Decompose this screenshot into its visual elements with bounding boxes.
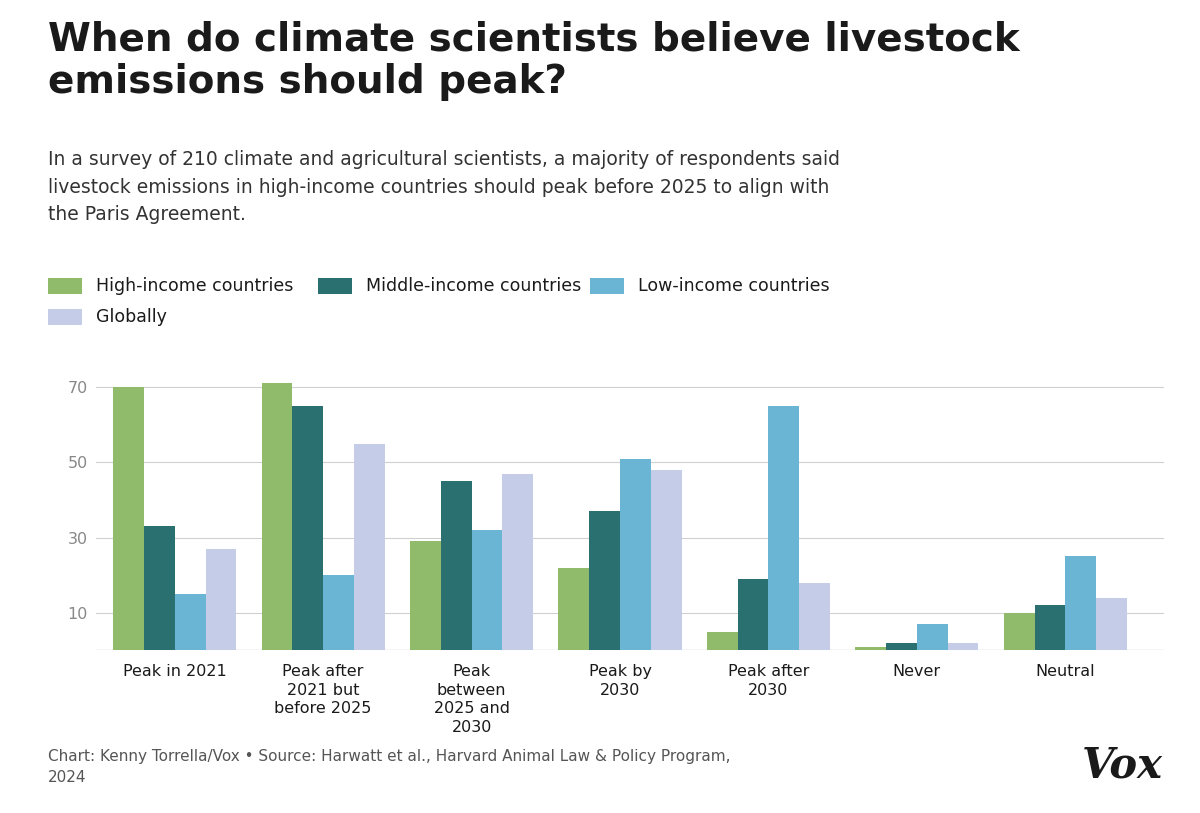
Bar (768, 406, 799, 650)
Bar (917, 624, 948, 650)
Text: Vox: Vox (1081, 745, 1163, 787)
Text: High-income countries: High-income countries (96, 277, 293, 295)
Bar (1004, 613, 1034, 650)
Bar (410, 541, 440, 650)
Bar (856, 646, 886, 650)
Bar (589, 511, 620, 650)
Bar (799, 583, 830, 650)
Bar (113, 387, 144, 650)
Bar (205, 549, 236, 650)
Text: Chart: Kenny Torrella/Vox • Source: Harwatt et al., Harvard Animal Law & Policy : Chart: Kenny Torrella/Vox • Source: Harw… (48, 749, 731, 785)
Text: In a survey of 210 climate and agricultural scientists, a majority of respondent: In a survey of 210 climate and agricultu… (48, 150, 840, 224)
Text: When do climate scientists believe livestock
emissions should peak?: When do climate scientists believe lives… (48, 20, 1020, 101)
Bar (707, 632, 738, 650)
Bar (886, 643, 917, 650)
Bar (1034, 605, 1066, 650)
Bar (354, 444, 385, 650)
Bar (620, 459, 650, 650)
Bar (738, 579, 768, 650)
Bar (175, 594, 205, 650)
Text: Globally: Globally (96, 308, 167, 326)
Text: Middle-income countries: Middle-income countries (366, 277, 581, 295)
Bar (262, 384, 293, 650)
Bar (293, 406, 323, 650)
Bar (323, 576, 354, 650)
Bar (558, 567, 589, 650)
Bar (503, 474, 533, 650)
Bar (1096, 598, 1127, 650)
Bar (472, 530, 503, 650)
Bar (948, 643, 978, 650)
Bar (650, 470, 682, 650)
Text: Low-income countries: Low-income countries (638, 277, 830, 295)
Bar (440, 481, 472, 650)
Bar (144, 526, 175, 650)
Bar (1066, 556, 1096, 650)
